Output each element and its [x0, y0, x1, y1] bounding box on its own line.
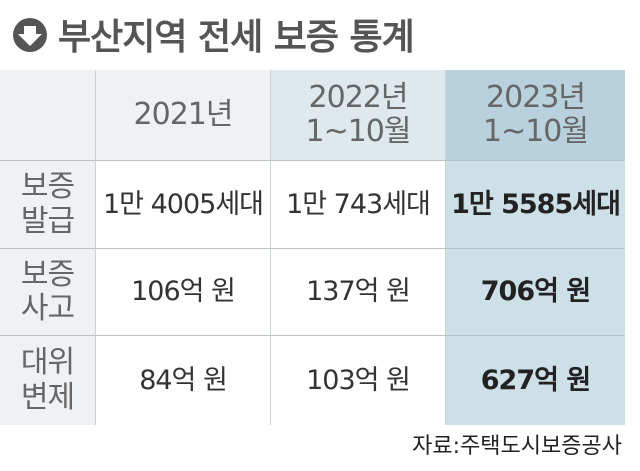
text-line: 1만 5585세대	[451, 188, 621, 220]
text-line: 보증	[20, 169, 75, 204]
title: 부산지역 전세 보증 통계	[58, 17, 415, 58]
data-cell: 1만 743세대	[270, 160, 445, 248]
data-cell: 84억 원	[95, 335, 270, 425]
row-header: 보증 발급	[0, 160, 95, 248]
text-line: 변제	[20, 379, 75, 415]
text-line: 137억 원	[306, 276, 411, 308]
data-cell: 1만 5585세대	[445, 160, 625, 248]
text-line: 106억 원	[131, 276, 236, 308]
text-line: 발급	[20, 203, 75, 239]
text-line: 103억 원	[306, 364, 411, 396]
down-icon	[13, 18, 47, 52]
text-line: 627억 원	[480, 364, 591, 396]
text-line: 2023년	[486, 79, 586, 115]
text-line: 보증	[20, 256, 75, 292]
text-line: 1~10월	[483, 114, 589, 149]
column-header: 2021년	[95, 70, 270, 160]
text-line: 1만 4005세대	[103, 188, 264, 220]
text-line: 대위	[20, 345, 75, 380]
text-line: 사고	[20, 291, 75, 326]
text-line: 84억 원	[139, 364, 228, 396]
corner-cell	[0, 70, 95, 160]
data-cell: 103억 원	[270, 335, 445, 425]
text-line: 706억 원	[480, 276, 591, 308]
source: 자료:주택도시보증공사	[412, 434, 622, 459]
text-line: 2022년	[308, 79, 409, 115]
data-cell: 137억 원	[270, 248, 445, 335]
data-cell: 106억 원	[95, 248, 270, 335]
data-cell: 706억 원	[445, 248, 625, 335]
row-header: 대위 변제	[0, 335, 95, 425]
text-line: 2021년	[133, 96, 234, 132]
text-line: 1~10월	[305, 114, 412, 149]
text-line: 1만 743세대	[286, 188, 431, 220]
data-cell: 1만 4005세대	[95, 160, 270, 248]
row-header: 보증 사고	[0, 248, 95, 335]
column-header: 2023년 1~10월	[445, 70, 625, 160]
data-cell: 627억 원	[445, 335, 625, 425]
column-header: 2022년 1~10월	[270, 70, 445, 160]
